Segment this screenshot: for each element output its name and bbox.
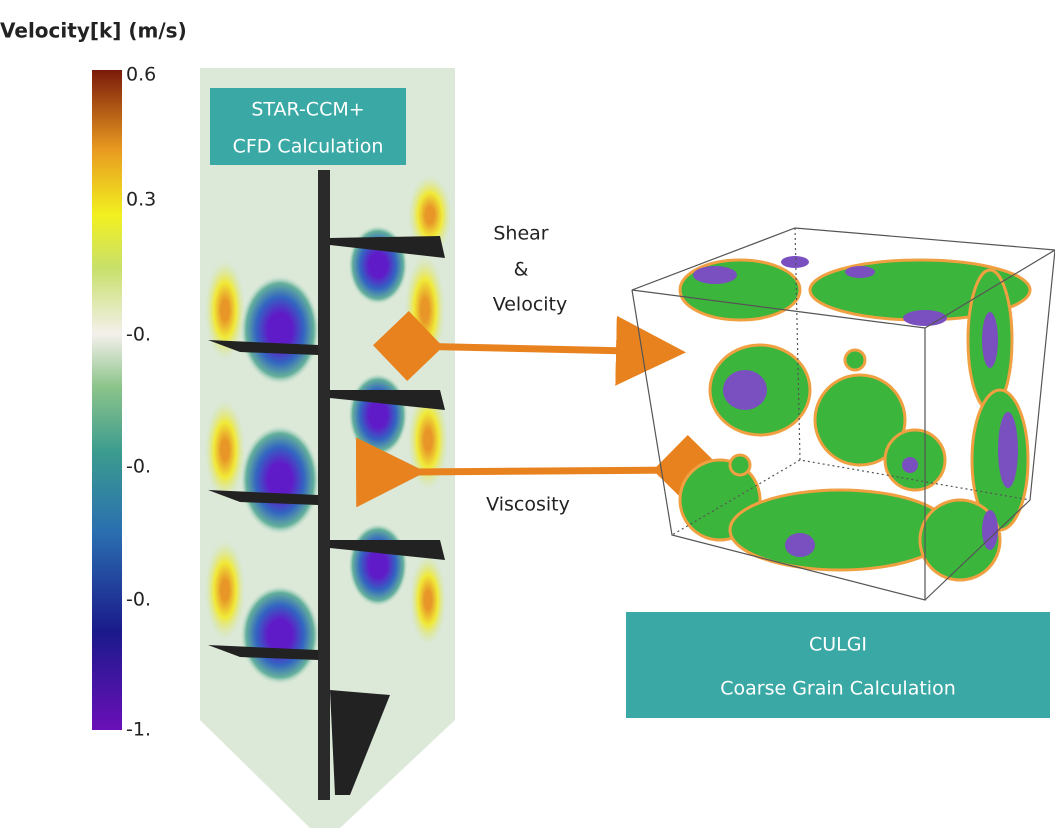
cfd-label: STAR-CCM+ — [251, 99, 364, 121]
tick-label: -0. — [126, 456, 151, 478]
cg-label: CULGI — [809, 634, 867, 656]
tick-label: -0. — [126, 589, 151, 611]
colorbar-ticks: 0.6 0.3 -0. -0. -0. -1. — [126, 64, 156, 741]
link-label: Shear — [493, 223, 548, 245]
cg-label: Coarse Grain Calculation — [720, 678, 956, 700]
tick-label: 0.3 — [126, 189, 156, 211]
colorbar-title: Velocity[k] (m/s) — [0, 19, 187, 43]
colorbar — [92, 70, 122, 730]
cfd-label: CFD Calculation — [233, 136, 384, 158]
tick-label: -0. — [126, 324, 151, 346]
link-label: Velocity — [493, 294, 568, 316]
link-label: Viscosity — [486, 494, 570, 516]
link-arrow — [412, 470, 688, 472]
cfd-panel: STAR-CCM+ CFD Calculation — [200, 68, 455, 828]
diagram: Velocity[k] (m/s) 0.6 0.3 -0. -0. -0. -1… — [0, 0, 1055, 830]
link-label: & — [514, 259, 529, 281]
cg-panel: CULGI Coarse Grain Calculation — [626, 228, 1055, 718]
tick-label: 0.6 — [126, 64, 156, 86]
tick-label: -1. — [126, 719, 151, 741]
